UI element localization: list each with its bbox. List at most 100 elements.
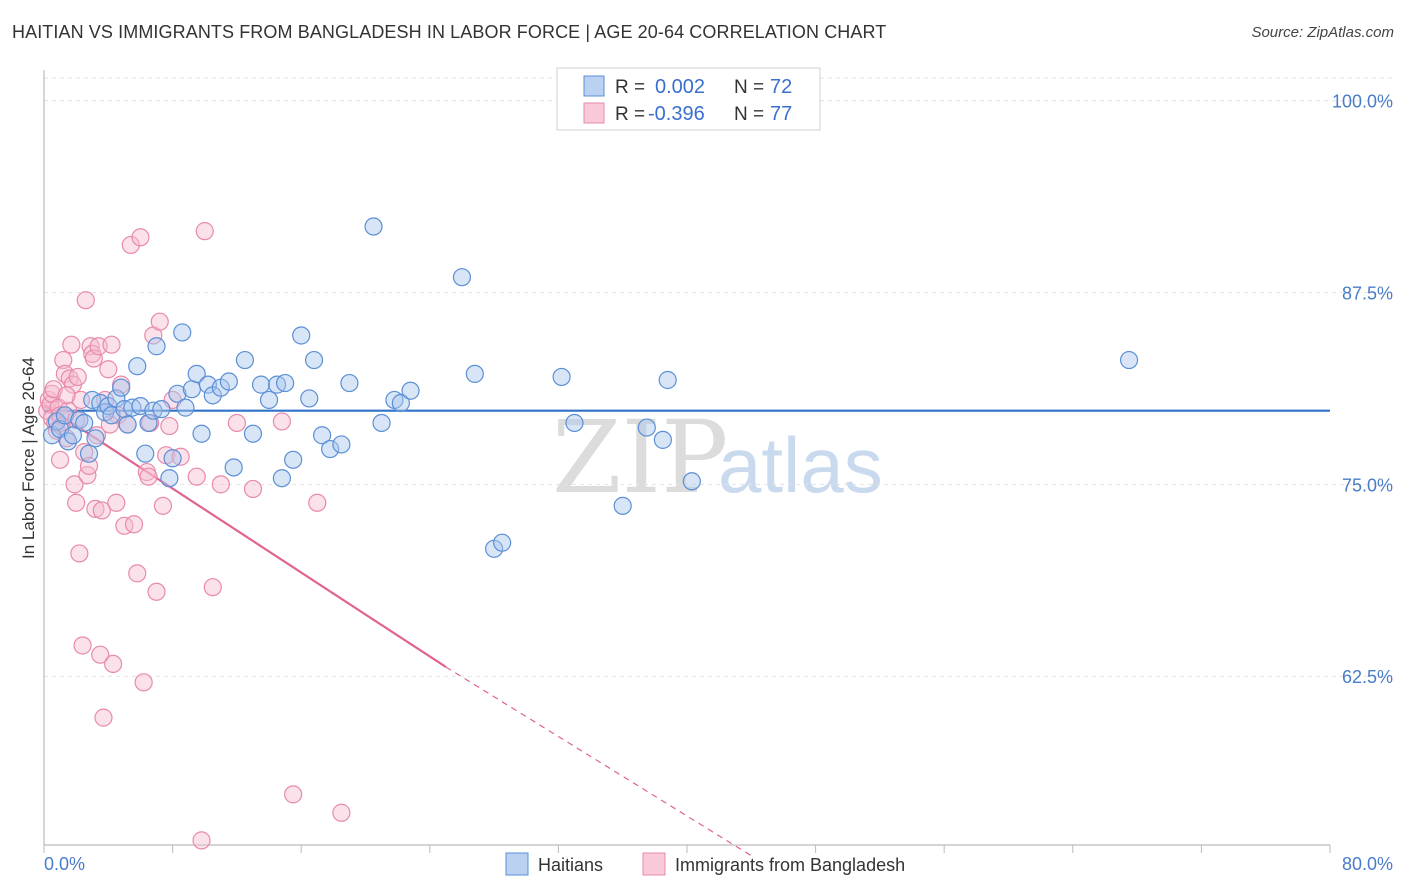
data-point-bangladesh (192, 831, 211, 850)
data-point-bangladesh (134, 673, 153, 692)
legend-r-value: -0.396 (648, 103, 705, 125)
legend-r-label: R = (615, 104, 645, 125)
data-point-haitians (182, 380, 201, 399)
legend-swatch-haitians (583, 75, 605, 97)
legend-swatch-bangladesh (583, 102, 605, 124)
data-point-bangladesh (102, 335, 121, 354)
data-point-bangladesh (147, 582, 166, 601)
data-point-bangladesh (153, 496, 173, 515)
series-bangladesh-points (38, 222, 351, 850)
data-point-bangladesh (332, 803, 351, 822)
data-point-haitians (493, 533, 512, 552)
data-point-bangladesh (203, 578, 222, 597)
series-haitians-points (42, 217, 1139, 558)
data-point-haitians (300, 389, 319, 408)
data-point-haitians (86, 429, 105, 448)
data-point-bangladesh (131, 228, 150, 247)
data-point-haitians (401, 381, 420, 400)
data-point-bangladesh (78, 466, 97, 485)
data-point-haitians (63, 426, 83, 445)
trend-line-bangladesh-extension (445, 666, 752, 857)
data-point-bangladesh (195, 222, 214, 241)
data-point-haitians (173, 323, 192, 342)
source-credit: Source: ZipAtlas.com (1251, 24, 1394, 41)
data-point-haitians (372, 413, 391, 433)
data-point-haitians (136, 444, 155, 463)
data-point-haitians (75, 413, 94, 433)
trend-lines (43, 403, 1330, 857)
data-point-haitians (219, 372, 238, 391)
data-point-bangladesh (94, 708, 113, 727)
data-point-haitians (1119, 350, 1139, 370)
data-point-haitians (118, 415, 137, 434)
legend-r-label: R = (615, 77, 645, 98)
data-point-bangladesh (73, 636, 92, 655)
legend-r-value: 0.002 (655, 76, 705, 98)
data-point-bangladesh (150, 312, 169, 331)
data-point-haitians (364, 217, 383, 236)
data-point-bangladesh (107, 493, 126, 512)
data-point-haitians (160, 469, 179, 488)
y-tick-label: 62.5% (1342, 667, 1393, 687)
data-point-bangladesh (272, 412, 292, 431)
data-point-bangladesh (139, 467, 158, 486)
data-point-bangladesh (91, 645, 110, 664)
legend-n-label: N = (734, 104, 764, 125)
data-point-bangladesh (187, 467, 206, 486)
data-point-haitians (192, 424, 211, 443)
legend-n-value: 77 (770, 103, 792, 125)
data-point-haitians (682, 472, 701, 491)
legend-n-value: 72 (770, 76, 792, 98)
data-point-bangladesh (124, 515, 144, 534)
data-point-haitians (243, 424, 263, 443)
data-point-haitians (59, 432, 78, 451)
data-point-haitians (637, 418, 656, 437)
data-point-haitians (259, 390, 279, 410)
legend: R = 0.002 N = 72 R = -0.396 N = 77 (556, 67, 821, 131)
data-point-haitians (272, 469, 292, 488)
data-point-haitians (304, 350, 324, 370)
data-point-bangladesh (211, 475, 230, 494)
data-point-haitians (452, 268, 472, 287)
x-tick-labels: 0.0% 80.0% (44, 854, 1393, 874)
data-point-bangladesh (70, 544, 89, 563)
x-tick-label: 80.0% (1342, 854, 1393, 874)
data-point-haitians (55, 406, 74, 425)
data-point-haitians (79, 444, 99, 463)
chart-title: HAITIAN VS IMMIGRANTS FROM BANGLADESH IN… (12, 22, 887, 42)
grid (44, 77, 1392, 677)
data-point-haitians (112, 378, 131, 397)
data-point-haitians (465, 364, 484, 383)
bottom-legend-swatch-haitians (505, 852, 529, 876)
y-tick-label: 75.0% (1342, 475, 1393, 495)
y-tick-label: 100.0% (1332, 92, 1393, 112)
data-point-haitians (251, 375, 271, 394)
data-point-bangladesh (65, 475, 84, 494)
data-point-haitians (152, 400, 171, 419)
data-point-bangladesh (308, 493, 327, 512)
bottom-legend-swatch-bangladesh (642, 852, 666, 876)
data-point-bangladesh (128, 564, 147, 583)
data-point-haitians (565, 413, 584, 433)
data-point-haitians (312, 426, 332, 445)
data-point-haitians (187, 364, 206, 383)
data-point-bangladesh (62, 335, 81, 354)
y-tick-labels: 62.5% 75.0% 87.5% 100.0% (1332, 92, 1393, 687)
y-tick-label: 87.5% (1342, 284, 1393, 304)
trend-line-bangladesh (43, 403, 447, 668)
bottom-legend-label-bangladesh: Immigrants from Bangladesh (675, 855, 905, 875)
data-point-haitians (340, 373, 359, 393)
data-point-haitians (658, 370, 677, 390)
data-point-bangladesh (121, 235, 140, 255)
data-point-bangladesh (284, 785, 303, 804)
bottom-legend: Haitians Immigrants from Bangladesh (505, 852, 905, 876)
data-point-bangladesh (86, 499, 105, 519)
data-point-bangladesh (68, 367, 87, 387)
data-point-haitians (128, 357, 147, 376)
watermark: ZIP atlas (552, 399, 883, 516)
data-point-haitians (168, 384, 187, 403)
data-point-haitians (653, 430, 672, 449)
data-point-haitians (321, 439, 340, 459)
data-point-bangladesh (50, 450, 70, 469)
